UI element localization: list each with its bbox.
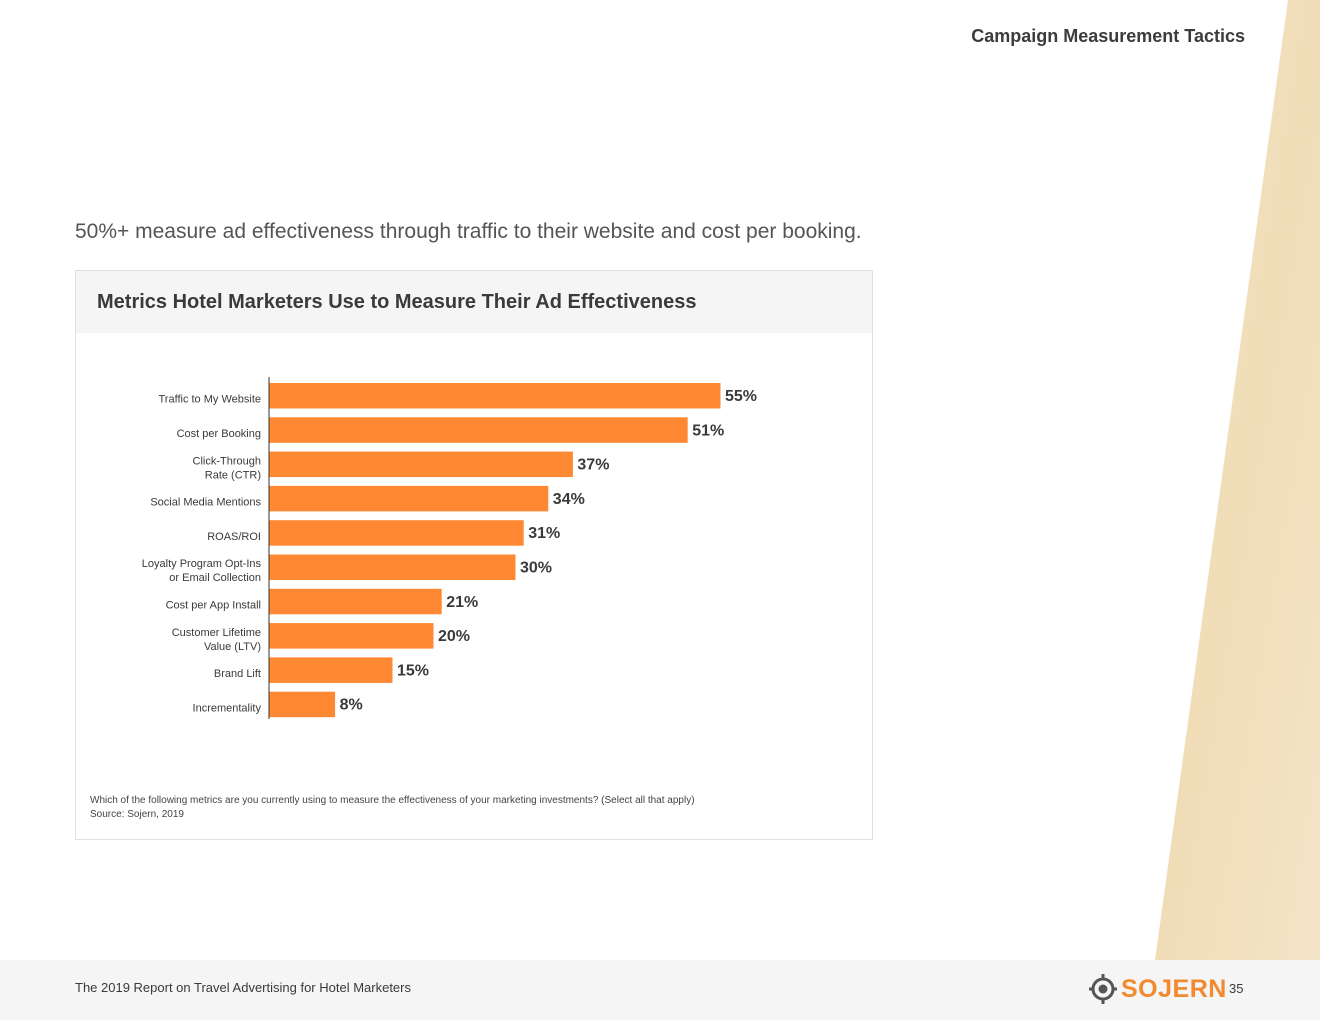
page-number: 35 — [1229, 981, 1244, 996]
bar — [269, 623, 434, 649]
logo-text: SOJERN — [1121, 974, 1227, 1003]
bar — [269, 417, 688, 443]
footer: The 2019 Report on Travel Advertising fo… — [0, 960, 1320, 1020]
value-label: 37% — [577, 457, 609, 474]
chart-source: Source: Sojern, 2019 — [90, 809, 184, 820]
category-label: Cost per App Install — [166, 599, 261, 611]
value-label: 20% — [438, 628, 470, 645]
value-label: 55% — [725, 388, 757, 405]
category-label: or Email Collection — [169, 572, 261, 584]
sojern-compass-icon — [1089, 974, 1117, 1004]
bar — [269, 383, 721, 409]
bar — [269, 485, 549, 512]
category-label: Cost per Booking — [177, 428, 261, 440]
bar — [269, 520, 524, 546]
chart-notes: Which of the following metrics are you c… — [90, 794, 695, 822]
chart-area: 55% Traffic to My Website 51% Cost per Book… — [76, 333, 872, 773]
section-title: Campaign Measurement Tactics — [971, 26, 1245, 46]
bar — [269, 451, 573, 478]
value-label: 31% — [528, 525, 560, 542]
category-label: Traffic to My Website — [159, 394, 262, 406]
value-label: 21% — [446, 594, 478, 611]
category-label: Loyalty Program Opt-Ins — [142, 558, 262, 570]
footer-report-title: The 2019 Report on Travel Advertising fo… — [75, 980, 411, 995]
chart-title: Metrics Hotel Marketers Use to Measure T… — [97, 290, 697, 313]
category-label: Social Media Mentions — [150, 497, 261, 509]
value-label: 15% — [397, 662, 429, 679]
headline: 50%+ measure ad effectiveness through tr… — [75, 220, 862, 243]
chart-card: Metrics Hotel Marketers Use to Measure T… — [75, 270, 873, 840]
category-label: Click-Through — [193, 455, 261, 467]
value-label: 34% — [553, 491, 585, 508]
bar — [269, 554, 516, 580]
category-label: Brand Lift — [214, 668, 261, 680]
value-label: 8% — [340, 697, 363, 714]
category-label: Incrementality — [193, 702, 262, 714]
category-label: ROAS/ROI — [207, 531, 261, 543]
sojern-logo: SOJERN — [1089, 974, 1227, 1004]
bar-chart: 55% Traffic to My Website 51% Cost per Book… — [142, 377, 757, 719]
bar — [269, 588, 442, 615]
value-label: 51% — [692, 422, 724, 439]
chart-header: Metrics Hotel Marketers Use to Measure T… — [76, 271, 872, 333]
bar — [269, 691, 336, 718]
chart-question-note: Which of the following metrics are you c… — [90, 795, 695, 806]
category-label: Rate (CTR) — [205, 469, 261, 481]
category-label: Value (LTV) — [204, 641, 261, 653]
category-label: Customer Lifetime — [172, 627, 261, 639]
bar — [269, 657, 393, 683]
value-label: 30% — [520, 559, 552, 576]
